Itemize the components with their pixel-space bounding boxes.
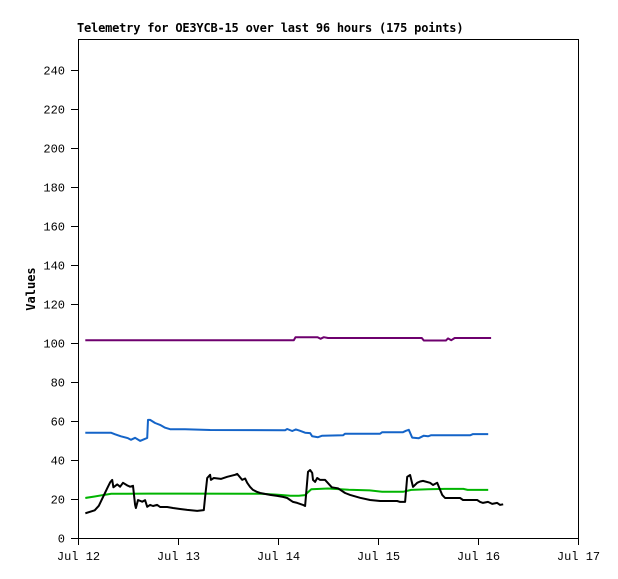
series-green [85,487,489,499]
y-tick-label: 180 [43,182,65,196]
plot-border [78,39,579,539]
series-blue [85,418,489,442]
y-tick-label: 140 [43,260,65,274]
x-tick-label: Jul 17 [557,550,600,564]
y-tick-label: 160 [43,221,65,235]
x-tick-label: Jul 16 [457,550,500,564]
chart-title: Telemetry for OE3YCB-15 over last 96 hou… [77,21,464,35]
x-tick-label: Jul 13 [157,550,200,564]
x-tick-label: Jul 12 [57,550,100,564]
y-tick-label: 240 [43,65,65,79]
y-tick-label: 40 [51,455,65,469]
y-tick-label: 80 [51,377,65,391]
y-tick-label: 120 [43,299,65,313]
series-black [85,469,504,515]
x-tick-label: Jul 15 [357,550,400,564]
y-tick-label: 0 [58,533,65,547]
y-tick-label: 60 [51,416,65,430]
x-tick-label: Jul 14 [257,550,300,564]
y-tick-label: 20 [51,494,65,508]
y-tick-label: 220 [43,104,65,118]
y-tick-label: 200 [43,143,65,157]
series-purple [85,336,492,342]
y-tick-label: 100 [43,338,65,352]
